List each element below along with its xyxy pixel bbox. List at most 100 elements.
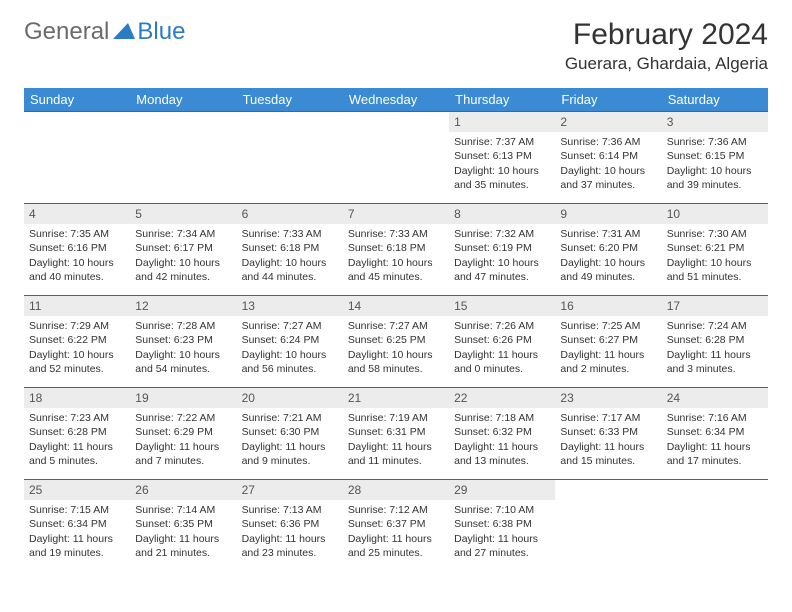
daylight-text: Daylight: 11 hours and 5 minutes. (29, 440, 125, 468)
sunrise-text: Sunrise: 7:28 AM (135, 319, 231, 333)
daylight-text: Daylight: 11 hours and 15 minutes. (560, 440, 656, 468)
day-number: 8 (449, 204, 555, 224)
day-number: 11 (24, 296, 130, 316)
calendar-day-cell: 5Sunrise: 7:34 AMSunset: 6:17 PMDaylight… (130, 204, 236, 296)
day-number: 20 (237, 388, 343, 408)
day-number: 17 (662, 296, 768, 316)
location: Guerara, Ghardaia, Algeria (565, 54, 768, 74)
daylight-text: Daylight: 11 hours and 17 minutes. (667, 440, 763, 468)
sunrise-text: Sunrise: 7:24 AM (667, 319, 763, 333)
sunrise-text: Sunrise: 7:15 AM (29, 503, 125, 517)
daylight-text: Daylight: 11 hours and 2 minutes. (560, 348, 656, 376)
day-number: 14 (343, 296, 449, 316)
sunset-text: Sunset: 6:25 PM (348, 333, 444, 347)
sunset-text: Sunset: 6:32 PM (454, 425, 550, 439)
calendar-week-row: 4Sunrise: 7:35 AMSunset: 6:16 PMDaylight… (24, 204, 768, 296)
sunset-text: Sunset: 6:34 PM (29, 517, 125, 531)
day-info: Sunrise: 7:23 AMSunset: 6:28 PMDaylight:… (24, 408, 130, 472)
day-info: Sunrise: 7:28 AMSunset: 6:23 PMDaylight:… (130, 316, 236, 380)
sunset-text: Sunset: 6:33 PM (560, 425, 656, 439)
sunset-text: Sunset: 6:23 PM (135, 333, 231, 347)
day-info: Sunrise: 7:37 AMSunset: 6:13 PMDaylight:… (449, 132, 555, 196)
daylight-text: Daylight: 11 hours and 19 minutes. (29, 532, 125, 560)
day-number: 23 (555, 388, 661, 408)
day-info: Sunrise: 7:29 AMSunset: 6:22 PMDaylight:… (24, 316, 130, 380)
calendar-week-row: 18Sunrise: 7:23 AMSunset: 6:28 PMDayligh… (24, 388, 768, 480)
daylight-text: Daylight: 10 hours and 44 minutes. (242, 256, 338, 284)
logo-text-blue: Blue (137, 18, 185, 46)
sunrise-text: Sunrise: 7:29 AM (29, 319, 125, 333)
day-number: 1 (449, 112, 555, 132)
sunset-text: Sunset: 6:24 PM (242, 333, 338, 347)
day-info: Sunrise: 7:21 AMSunset: 6:30 PMDaylight:… (237, 408, 343, 472)
day-number: 5 (130, 204, 236, 224)
sunset-text: Sunset: 6:38 PM (454, 517, 550, 531)
sunrise-text: Sunrise: 7:16 AM (667, 411, 763, 425)
calendar-day-cell: 17Sunrise: 7:24 AMSunset: 6:28 PMDayligh… (662, 296, 768, 388)
daylight-text: Daylight: 10 hours and 35 minutes. (454, 164, 550, 192)
day-number: 3 (662, 112, 768, 132)
day-info: Sunrise: 7:36 AMSunset: 6:15 PMDaylight:… (662, 132, 768, 196)
daylight-text: Daylight: 10 hours and 47 minutes. (454, 256, 550, 284)
day-info: Sunrise: 7:32 AMSunset: 6:19 PMDaylight:… (449, 224, 555, 288)
calendar-day-cell: 3Sunrise: 7:36 AMSunset: 6:15 PMDaylight… (662, 112, 768, 204)
calendar-day-cell: 23 Sunrise: 7:17 AMSunset: 6:33 PMDayligh… (555, 388, 661, 480)
day-number: 19 (130, 388, 236, 408)
sunset-text: Sunset: 6:27 PM (560, 333, 656, 347)
sunset-text: Sunset: 6:14 PM (560, 149, 656, 163)
calendar-day-cell: 2Sunrise: 7:36 AMSunset: 6:14 PMDaylight… (555, 112, 661, 204)
day-info: Sunrise: 7:27 AMSunset: 6:24 PMDaylight:… (237, 316, 343, 380)
sunrise-text: Sunrise: 7:36 AM (667, 135, 763, 149)
sunrise-text: Sunrise: 7:18 AM (454, 411, 550, 425)
logo-triangle-icon (113, 21, 135, 44)
day-info: Sunrise: 7:14 AMSunset: 6:35 PMDaylight:… (130, 500, 236, 564)
calendar-day-cell: 20Sunrise: 7:21 AMSunset: 6:30 PMDayligh… (237, 388, 343, 480)
sunrise-text: Sunrise: 7:27 AM (242, 319, 338, 333)
calendar-day-cell (24, 112, 130, 204)
day-info: Sunrise: 7:19 AMSunset: 6:31 PMDaylight:… (343, 408, 449, 472)
calendar-header-row: SundayMondayTuesdayWednesdayThursdayFrid… (24, 88, 768, 112)
sunrise-text: Sunrise: 7:12 AM (348, 503, 444, 517)
sunset-text: Sunset: 6:13 PM (454, 149, 550, 163)
calendar-day-cell: 4Sunrise: 7:35 AMSunset: 6:16 PMDaylight… (24, 204, 130, 296)
calendar-day-cell: 16Sunrise: 7:25 AMSunset: 6:27 PMDayligh… (555, 296, 661, 388)
daylight-text: Daylight: 11 hours and 27 minutes. (454, 532, 550, 560)
daylight-text: Daylight: 10 hours and 39 minutes. (667, 164, 763, 192)
logo-text-general: General (24, 18, 109, 46)
calendar-day-cell: 15Sunrise: 7:26 AMSunset: 6:26 PMDayligh… (449, 296, 555, 388)
day-number: 7 (343, 204, 449, 224)
sunrise-text: Sunrise: 7:34 AM (135, 227, 231, 241)
daylight-text: Daylight: 10 hours and 45 minutes. (348, 256, 444, 284)
day-info: Sunrise: 7:31 AMSunset: 6:20 PMDaylight:… (555, 224, 661, 288)
day-number: 25 (24, 480, 130, 500)
calendar-day-cell: 22Sunrise: 7:18 AMSunset: 6:32 PMDayligh… (449, 388, 555, 480)
daylight-text: Daylight: 11 hours and 9 minutes. (242, 440, 338, 468)
calendar-table: SundayMondayTuesdayWednesdayThursdayFrid… (24, 88, 768, 572)
sunset-text: Sunset: 6:36 PM (242, 517, 338, 531)
calendar-week-row: 25Sunrise: 7:15 AMSunset: 6:34 PMDayligh… (24, 480, 768, 572)
weekday-header: Friday (555, 88, 661, 112)
title-block: February 2024 Guerara, Ghardaia, Algeria (565, 18, 768, 74)
sunrise-text: Sunrise: 7:27 AM (348, 319, 444, 333)
calendar-day-cell: 21Sunrise: 7:19 AMSunset: 6:31 PMDayligh… (343, 388, 449, 480)
sunrise-text: Sunrise: 7:30 AM (667, 227, 763, 241)
sunset-text: Sunset: 6:26 PM (454, 333, 550, 347)
sunrise-text: Sunrise: 7:33 AM (242, 227, 338, 241)
day-number: 4 (24, 204, 130, 224)
sunset-text: Sunset: 6:29 PM (135, 425, 231, 439)
sunrise-text: Sunrise: 7:32 AM (454, 227, 550, 241)
day-number: 12 (130, 296, 236, 316)
sunset-text: Sunset: 6:35 PM (135, 517, 231, 531)
day-info: Sunrise: 7:24 AMSunset: 6:28 PMDaylight:… (662, 316, 768, 380)
day-info: Sunrise: 7:33 AMSunset: 6:18 PMDaylight:… (237, 224, 343, 288)
sunset-text: Sunset: 6:28 PM (29, 425, 125, 439)
daylight-text: Daylight: 11 hours and 13 minutes. (454, 440, 550, 468)
day-number: 24 (662, 388, 768, 408)
calendar-day-cell (555, 480, 661, 572)
day-number: 26 (130, 480, 236, 500)
sunrise-text: Sunrise: 7:17 AM (560, 411, 656, 425)
calendar-day-cell (343, 112, 449, 204)
calendar-day-cell: 11Sunrise: 7:29 AMSunset: 6:22 PMDayligh… (24, 296, 130, 388)
daylight-text: Daylight: 11 hours and 11 minutes. (348, 440, 444, 468)
sunrise-text: Sunrise: 7:31 AM (560, 227, 656, 241)
